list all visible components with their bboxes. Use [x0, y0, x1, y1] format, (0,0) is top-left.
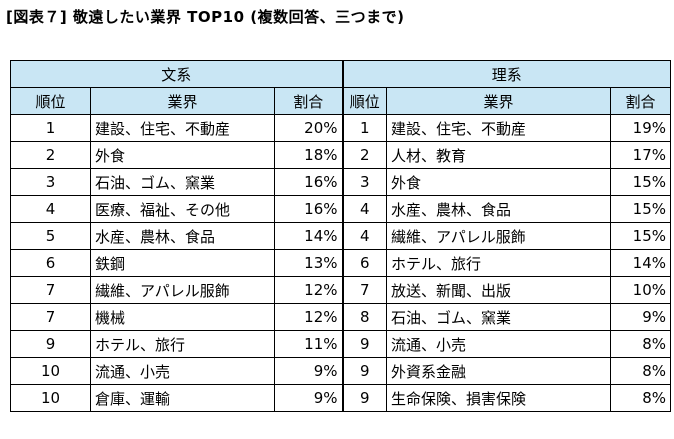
table-row: 9 ホテル、旅行 11% 9 流通、小売 8% — [10, 330, 671, 358]
col-header-rank-bunkei: 順位 — [10, 87, 91, 115]
table-row: 4 医療、福祉、その他 16% 4 水産、農林、食品 15% — [10, 195, 671, 223]
cell-industry-rikei: 石油、ゴム、窯業 — [386, 303, 611, 331]
group-header-row: 文系 理系 — [10, 60, 671, 88]
col-header-ratio-bunkei: 割合 — [274, 87, 343, 115]
cell-ratio-rikei: 8% — [610, 330, 671, 358]
table-row: 2 外食 18% 2 人材、教育 17% — [10, 141, 671, 169]
column-header-row: 順位 業界 割合 順位 業界 割合 — [10, 87, 671, 115]
cell-rank-bunkei: 7 — [10, 303, 91, 331]
cell-industry-bunkei: 倉庫、運輸 — [90, 384, 275, 412]
cell-ratio-bunkei: 12% — [274, 276, 343, 304]
table-row: 6 鉄鋼 13% 6 ホテル、旅行 14% — [10, 249, 671, 277]
cell-rank-bunkei: 9 — [10, 330, 91, 358]
cell-rank-rikei: 9 — [341, 384, 387, 412]
figure-title: [図表７] 敬遠したい業界 TOP10 (複数回答、三つまで) — [6, 8, 405, 26]
col-header-rank-rikei: 順位 — [341, 87, 387, 115]
group-header-rikei: 理系 — [341, 60, 671, 88]
cell-ratio-bunkei: 11% — [274, 330, 343, 358]
cell-industry-bunkei: 繊維、アパレル服飾 — [90, 276, 275, 304]
cell-rank-rikei: 9 — [341, 330, 387, 358]
cell-ratio-bunkei: 9% — [274, 384, 343, 412]
cell-ratio-rikei: 15% — [610, 168, 671, 196]
col-header-industry-bunkei: 業界 — [90, 87, 275, 115]
cell-rank-rikei: 6 — [341, 249, 387, 277]
cell-ratio-bunkei: 9% — [274, 357, 343, 385]
cell-rank-rikei: 1 — [341, 114, 387, 142]
cell-industry-bunkei: 医療、福祉、その他 — [90, 195, 275, 223]
table-body: 1 建設、住宅、不動産 20% 1 建設、住宅、不動産 19% 2 外食 18% 2 人材、教育 17… — [10, 114, 671, 412]
table-row: 7 機械 12% 8 石油、ゴム、窯業 9% — [10, 303, 671, 331]
cell-industry-rikei: 水産、農林、食品 — [386, 195, 611, 223]
table-row: 10 倉庫、運輸 9% 9 生命保険、損害保険 8% — [10, 384, 671, 412]
cell-rank-rikei: 4 — [341, 195, 387, 223]
cell-ratio-rikei: 15% — [610, 195, 671, 223]
cell-ratio-bunkei: 13% — [274, 249, 343, 277]
cell-industry-rikei: 繊維、アパレル服飾 — [386, 222, 611, 250]
cell-ratio-bunkei: 20% — [274, 114, 343, 142]
cell-rank-bunkei: 7 — [10, 276, 91, 304]
cell-ratio-rikei: 10% — [610, 276, 671, 304]
cell-rank-bunkei: 1 — [10, 114, 91, 142]
cell-industry-bunkei: ホテル、旅行 — [90, 330, 275, 358]
cell-industry-bunkei: 鉄鋼 — [90, 249, 275, 277]
cell-rank-rikei: 4 — [341, 222, 387, 250]
cell-ratio-rikei: 14% — [610, 249, 671, 277]
cell-ratio-bunkei: 14% — [274, 222, 343, 250]
cell-rank-bunkei: 4 — [10, 195, 91, 223]
cell-rank-bunkei: 2 — [10, 141, 91, 169]
table-row: 1 建設、住宅、不動産 20% 1 建設、住宅、不動産 19% — [10, 114, 671, 142]
col-header-ratio-rikei: 割合 — [610, 87, 671, 115]
cell-rank-bunkei: 6 — [10, 249, 91, 277]
cell-ratio-bunkei: 16% — [274, 195, 343, 223]
cell-rank-rikei: 7 — [341, 276, 387, 304]
cell-rank-bunkei: 3 — [10, 168, 91, 196]
cell-ratio-rikei: 15% — [610, 222, 671, 250]
cell-industry-rikei: 放送、新聞、出版 — [386, 276, 611, 304]
cell-rank-bunkei: 10 — [10, 357, 91, 385]
cell-rank-bunkei: 5 — [10, 222, 91, 250]
cell-ratio-bunkei: 16% — [274, 168, 343, 196]
cell-ratio-rikei: 9% — [610, 303, 671, 331]
cell-ratio-rikei: 19% — [610, 114, 671, 142]
cell-industry-bunkei: 機械 — [90, 303, 275, 331]
cell-industry-bunkei: 建設、住宅、不動産 — [90, 114, 275, 142]
table-row: 5 水産、農林、食品 14% 4 繊維、アパレル服飾 15% — [10, 222, 671, 250]
cell-rank-rikei: 9 — [341, 357, 387, 385]
table-row: 7 繊維、アパレル服飾 12% 7 放送、新聞、出版 10% — [10, 276, 671, 304]
cell-ratio-rikei: 8% — [610, 384, 671, 412]
cell-industry-rikei: 生命保険、損害保険 — [386, 384, 611, 412]
cell-industry-bunkei: 流通、小売 — [90, 357, 275, 385]
group-header-bunkei: 文系 — [10, 60, 343, 88]
table-row: 3 石油、ゴム、窯業 16% 3 外食 15% — [10, 168, 671, 196]
cell-industry-rikei: 建設、住宅、不動産 — [386, 114, 611, 142]
cell-ratio-bunkei: 18% — [274, 141, 343, 169]
table-row: 10 流通、小売 9% 9 外資系金融 8% — [10, 357, 671, 385]
cell-ratio-bunkei: 12% — [274, 303, 343, 331]
cell-ratio-rikei: 17% — [610, 141, 671, 169]
cell-rank-rikei: 8 — [341, 303, 387, 331]
cell-industry-rikei: 流通、小売 — [386, 330, 611, 358]
cell-rank-rikei: 2 — [341, 141, 387, 169]
cell-ratio-rikei: 8% — [610, 357, 671, 385]
cell-industry-rikei: 外資系金融 — [386, 357, 611, 385]
ranking-table: 文系 理系 順位 業界 割合 順位 業界 割合 1 建設、住宅、不動産 20% 1 建設… — [10, 60, 671, 412]
cell-rank-rikei: 3 — [341, 168, 387, 196]
cell-industry-bunkei: 水産、農林、食品 — [90, 222, 275, 250]
cell-industry-rikei: ホテル、旅行 — [386, 249, 611, 277]
cell-industry-rikei: 外食 — [386, 168, 611, 196]
cell-industry-bunkei: 石油、ゴム、窯業 — [90, 168, 275, 196]
col-header-industry-rikei: 業界 — [386, 87, 611, 115]
cell-rank-bunkei: 10 — [10, 384, 91, 412]
cell-industry-bunkei: 外食 — [90, 141, 275, 169]
cell-industry-rikei: 人材、教育 — [386, 141, 611, 169]
